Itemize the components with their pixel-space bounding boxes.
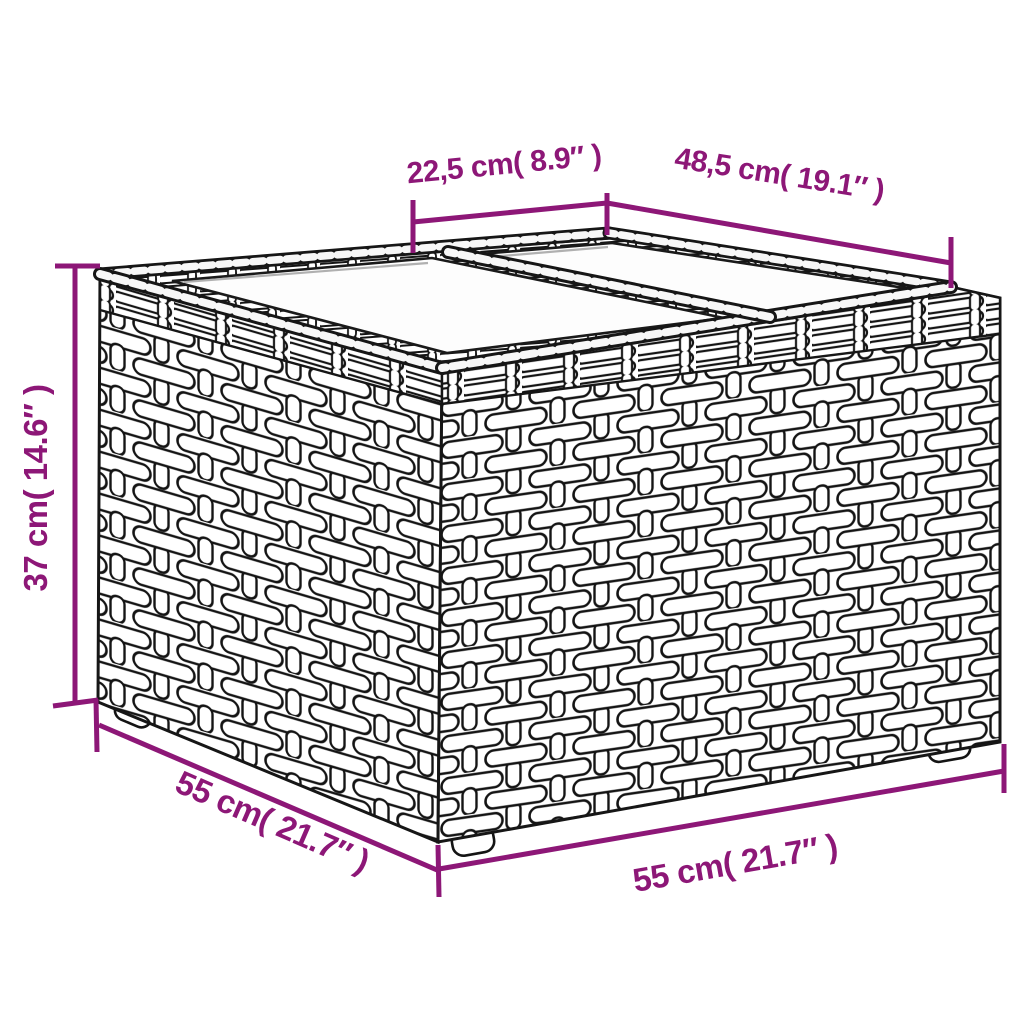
glass-panel-left-shade	[183, 261, 429, 284]
glass-panel-right-shade	[489, 245, 609, 259]
dim-width-label: 55 cm( 21.7″ )	[630, 826, 840, 898]
dim-tick	[93, 698, 100, 753]
rattan-table-drawing	[93, 226, 1002, 858]
dim-line	[606, 200, 952, 266]
dim-height-label: 37 cm( 14.6″ )	[17, 385, 54, 592]
top-braid-edging	[93, 226, 958, 375]
dim-tick	[52, 697, 99, 709]
dim-line	[98, 722, 438, 873]
dim-tick	[435, 844, 442, 898]
dim-top-right-label: 48,5 cm( 19.1″ )	[672, 142, 886, 208]
dim-line	[438, 768, 1005, 872]
dim-line	[412, 200, 608, 225]
wicker-right-face	[436, 285, 1002, 844]
dim-height: 37 cm( 14.6″ )	[17, 263, 100, 709]
dim-top-left-label: 22,5 cm( 8.9″ )	[405, 139, 603, 191]
glass-top-panels	[171, 241, 919, 355]
